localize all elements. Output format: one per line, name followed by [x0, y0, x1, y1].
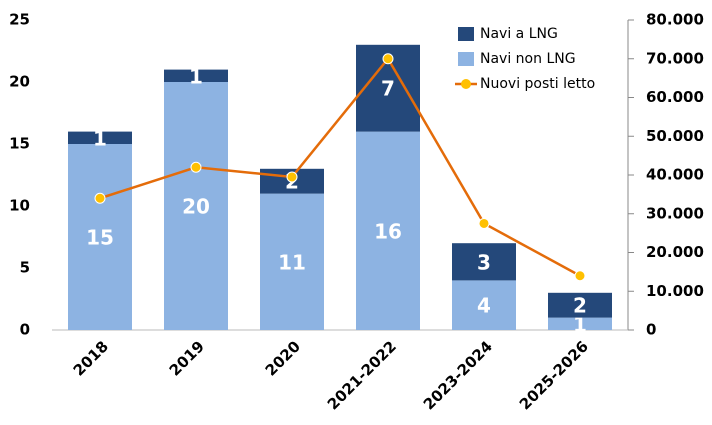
bar: [548, 317, 612, 330]
bar: [452, 243, 516, 281]
x-tick-label: 2025-2026: [516, 337, 592, 413]
legend-label: Navi a LNG: [480, 26, 558, 42]
bar: [548, 292, 612, 318]
legend-swatch: [458, 27, 474, 41]
y-tick-label: 5: [20, 259, 30, 277]
y-tick-label: 0: [20, 321, 30, 339]
bar: [260, 193, 324, 330]
y-tick-label: 20: [9, 73, 30, 91]
bar: [164, 69, 228, 82]
marker: [574, 270, 586, 282]
marker: [190, 161, 202, 173]
y2-tick-label: 70.000: [646, 49, 704, 67]
legend-label: Navi non LNG: [480, 51, 576, 67]
y2-tick-label: 30.000: [646, 204, 704, 222]
bar: [452, 280, 516, 330]
bar: [68, 131, 132, 144]
legend-swatch: [458, 52, 474, 66]
x-tick-label: 2020: [262, 337, 304, 379]
value-label: 11: [278, 250, 306, 274]
bar: [356, 131, 420, 330]
y2-tick-label: 0: [646, 321, 656, 339]
bar: [68, 144, 132, 330]
y2-tick-label: 20.000: [646, 243, 704, 261]
line: [99, 56, 581, 277]
marker: [382, 53, 394, 65]
value-label: 1: [573, 312, 587, 336]
legend-marker: [461, 79, 471, 89]
marker: [94, 192, 106, 204]
value-label: 16: [374, 219, 402, 243]
value-label: 1: [93, 126, 107, 150]
marker: [286, 171, 298, 183]
bar: [164, 82, 228, 330]
x-tick-label: 2019: [166, 337, 208, 379]
value-label: 15: [86, 226, 114, 250]
value-label: 20: [182, 195, 210, 219]
legend-label: Nuovi posti letto: [480, 76, 595, 92]
value-label: 4: [477, 294, 491, 318]
y-tick-label: 10: [9, 197, 30, 215]
y-tick-label: 25: [9, 11, 30, 29]
y-tick-label: 15: [9, 135, 30, 153]
x-tick-label: 2023-2024: [420, 337, 496, 413]
value-label: 1: [189, 64, 203, 88]
y2-tick-label: 10.000: [646, 282, 704, 300]
value-label: 3: [477, 250, 491, 274]
x-tick-label: 2018: [70, 337, 112, 379]
x-tick-label: 2021-2022: [324, 337, 400, 413]
y2-tick-label: 80.000: [646, 11, 704, 29]
value-label: 2: [573, 294, 587, 318]
y2-tick-label: 40.000: [646, 166, 704, 184]
value-label: 7: [381, 77, 395, 101]
y2-tick-label: 50.000: [646, 127, 704, 145]
y2-tick-label: 60.000: [646, 88, 704, 106]
marker: [478, 217, 490, 229]
